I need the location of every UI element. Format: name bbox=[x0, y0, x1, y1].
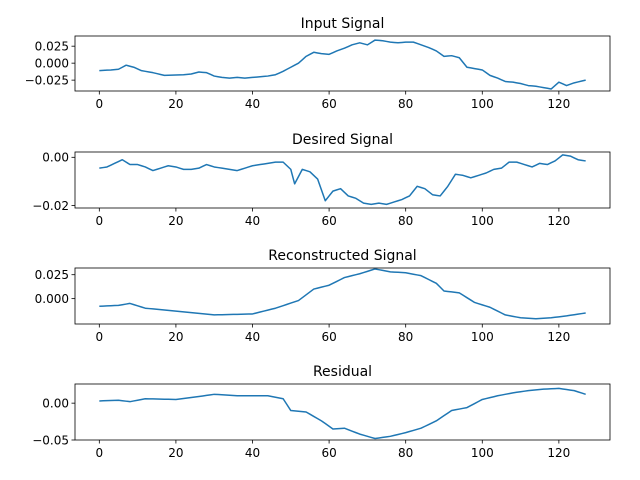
x-tick-label: 60 bbox=[321, 330, 336, 344]
series-line bbox=[99, 268, 586, 320]
x-tick-label: 20 bbox=[168, 214, 183, 228]
y-tick-label: 0.025 bbox=[35, 39, 69, 53]
series-line bbox=[99, 154, 586, 206]
y-tick-label: 0.00 bbox=[42, 151, 69, 165]
subplot-title: Reconstructed Signal bbox=[268, 248, 416, 264]
y-tick-label: −0.05 bbox=[32, 433, 69, 447]
subplot-2: Desired Signal 0 20 40 60 80 100 120 0.00 −0.02 bbox=[32, 132, 611, 228]
x-tick-label: 0 bbox=[95, 330, 103, 344]
y-tick-label: 0.00 bbox=[42, 396, 69, 410]
subplot-title: Input Signal bbox=[301, 16, 385, 32]
x-tick-label: 120 bbox=[547, 330, 570, 344]
x-tick-label: 40 bbox=[245, 97, 260, 111]
x-tick-label: 100 bbox=[471, 214, 494, 228]
x-tick-label: 100 bbox=[471, 97, 494, 111]
x-tick-label: 60 bbox=[321, 214, 336, 228]
x-tick-label: 120 bbox=[547, 446, 570, 460]
x-tick-label: 40 bbox=[245, 330, 260, 344]
x-tick-label: 60 bbox=[321, 97, 336, 111]
series-line bbox=[99, 39, 586, 90]
x-tick-label: 120 bbox=[547, 97, 570, 111]
x-tick-label: 80 bbox=[398, 214, 413, 228]
x-tick-label: 80 bbox=[398, 330, 413, 344]
axes-frame bbox=[74, 267, 611, 325]
x-tick-label: 80 bbox=[398, 97, 413, 111]
x-tick-label: 120 bbox=[547, 214, 570, 228]
axes-frame bbox=[74, 383, 611, 441]
x-tick-label: 20 bbox=[168, 446, 183, 460]
x-tick-label: 20 bbox=[168, 97, 183, 111]
x-tick-label: 0 bbox=[95, 446, 103, 460]
y-tick-label: 0.000 bbox=[35, 56, 69, 70]
x-tick-label: 40 bbox=[245, 214, 260, 228]
subplot-1: Input Signal 0 20 40 60 80 100 120 0.025 0.000 −0.… bbox=[25, 16, 611, 111]
series-line bbox=[99, 387, 586, 440]
subplot-4: Residual 0 20 40 60 80 100 120 0.00 −0.05 bbox=[32, 364, 611, 460]
x-tick-label: 0 bbox=[95, 97, 103, 111]
x-tick-label: 0 bbox=[95, 214, 103, 228]
subplot-title: Residual bbox=[313, 364, 372, 380]
y-tick-label: 0.025 bbox=[35, 268, 69, 282]
y-tick-label: −0.025 bbox=[25, 73, 69, 87]
x-tick-label: 80 bbox=[398, 446, 413, 460]
subplot-title: Desired Signal bbox=[292, 132, 393, 148]
subplot-3: Reconstructed Signal 0 20 40 60 80 100 120 0.025… bbox=[35, 248, 611, 344]
y-tick-label: 0.000 bbox=[35, 292, 69, 306]
y-tick-label: −0.02 bbox=[32, 199, 69, 213]
x-tick-label: 100 bbox=[471, 330, 494, 344]
x-tick-label: 40 bbox=[245, 446, 260, 460]
x-tick-label: 60 bbox=[321, 446, 336, 460]
axes-frame bbox=[74, 151, 611, 209]
x-tick-label: 100 bbox=[471, 446, 494, 460]
x-tick-label: 20 bbox=[168, 330, 183, 344]
axes-frame bbox=[74, 35, 611, 92]
